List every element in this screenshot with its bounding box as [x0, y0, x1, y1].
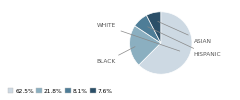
Text: BLACK: BLACK: [96, 47, 135, 64]
Wedge shape: [130, 26, 161, 65]
Text: WHITE: WHITE: [96, 23, 180, 51]
Text: HISPANIC: HISPANIC: [148, 27, 221, 57]
Wedge shape: [139, 12, 192, 74]
Wedge shape: [135, 15, 161, 43]
Legend: 62.5%, 21.8%, 8.1%, 7.6%: 62.5%, 21.8%, 8.1%, 7.6%: [5, 86, 115, 96]
Wedge shape: [146, 12, 161, 43]
Text: ASIAN: ASIAN: [158, 21, 212, 44]
